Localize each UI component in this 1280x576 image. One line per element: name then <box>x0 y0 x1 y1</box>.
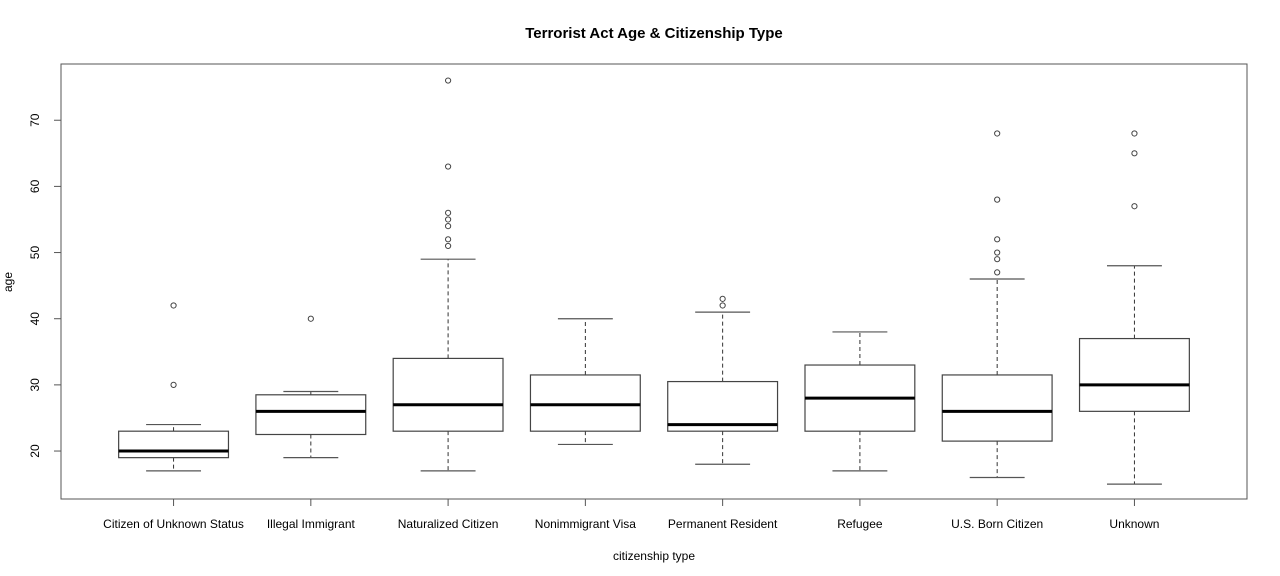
outlier-point <box>444 216 452 223</box>
y-axis: 20 30 40 50 60 70 <box>28 113 62 458</box>
iqr-box <box>941 374 1053 442</box>
outlier-point <box>444 163 452 170</box>
y-tick-label: 30 <box>28 378 42 392</box>
iqr-box <box>529 374 641 432</box>
outlier-point <box>994 269 1001 276</box>
outlier-point <box>444 77 452 84</box>
box-nonimmigrant-visa <box>529 318 641 446</box>
box-citizen-of-unknown-status <box>118 302 230 472</box>
plot-frame <box>60 63 1248 500</box>
box-u-s-born-citizen <box>941 130 1053 479</box>
x-tick-label: U.S. Born Citizen <box>951 517 1043 531</box>
iqr-box <box>667 380 779 432</box>
outlier-point <box>994 130 1001 137</box>
box-permanent-resident <box>667 295 779 465</box>
x-tick-label: Refugee <box>837 517 883 531</box>
outlier-point <box>994 196 1001 203</box>
outlier-point <box>170 302 177 309</box>
x-tick-label: Naturalized Citizen <box>398 517 499 531</box>
x-tick-label: Illegal Immigrant <box>267 517 356 531</box>
outlier-point <box>994 236 1001 243</box>
iqr-box <box>392 357 504 432</box>
outlier-point <box>1131 130 1138 137</box>
outlier-point <box>444 209 452 216</box>
iqr-box <box>1078 337 1190 412</box>
box-illegal-immigrant <box>255 315 367 459</box>
outlier-point <box>994 249 1001 256</box>
y-tick-label: 50 <box>28 246 42 260</box>
y-tick-label: 40 <box>28 312 42 326</box>
outlier-point <box>1131 203 1138 210</box>
box-naturalized-citizen <box>392 77 504 472</box>
y-tick-label: 70 <box>28 113 42 127</box>
box-refugee <box>804 331 916 472</box>
boxes <box>118 77 1190 485</box>
outlier-point <box>170 381 177 388</box>
chart-title: Terrorist Act Age & Citizenship Type <box>525 25 783 42</box>
iqr-box <box>118 430 230 459</box>
outlier-point <box>307 315 314 322</box>
outlier-point <box>719 302 726 309</box>
outlier-point <box>994 256 1001 263</box>
outlier-point <box>444 242 452 250</box>
x-tick-label: Citizen of Unknown Status <box>103 517 244 531</box>
box-unknown <box>1078 130 1190 485</box>
iqr-box <box>255 394 367 436</box>
y-tick-label: 20 <box>28 444 42 458</box>
outlier-point <box>1131 150 1138 157</box>
x-tick-label: Unknown <box>1109 517 1159 531</box>
outlier-point <box>444 236 452 243</box>
x-tick-label: Permanent Resident <box>668 517 778 531</box>
x-tick-label: Nonimmigrant Visa <box>535 517 636 531</box>
outlier-point <box>444 222 452 230</box>
y-axis-label: age <box>1 272 15 292</box>
outlier-point <box>719 295 726 302</box>
x-axis-label: citizenship type <box>613 549 695 563</box>
y-tick-label: 60 <box>28 179 42 193</box>
x-axis: Citizen of Unknown Status Illegal Immigra… <box>103 499 1159 531</box>
